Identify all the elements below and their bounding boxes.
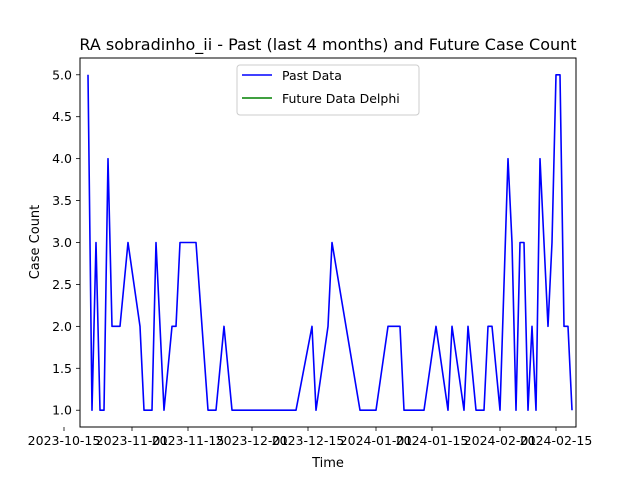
plot-lines [87, 73, 573, 412]
legend-label-past-data: Past Data [282, 68, 342, 83]
legend: Past Data Future Data Delphi [236, 64, 420, 116]
legend-label-future-data: Future Data Delphi [282, 91, 400, 106]
y-tick-label: 2.0 [52, 319, 72, 334]
y-tick-label: 3.0 [52, 235, 72, 250]
x-tick-label: 2023-12-01 [216, 433, 289, 448]
y-tick-label: 1.5 [52, 361, 72, 376]
x-tick-label: 2023-12-15 [272, 433, 345, 448]
series-line-0 [87, 73, 573, 412]
x-tick-label: 2023-11-15 [152, 433, 225, 448]
x-axis-label: Time [311, 456, 344, 471]
y-axis: 1.0 1.5 2.0 2.5 3.0 3.5 4.0 4.5 5.0 [52, 67, 80, 418]
x-tick-label: 2024-02-15 [520, 433, 593, 448]
x-tick-label: 2024-01-15 [396, 433, 469, 448]
x-tick-label: 2023-10-15 [28, 433, 101, 448]
y-tick-label: 1.0 [52, 403, 72, 418]
chart-title: RA sobradinho_ii - Past (last 4 months) … [79, 35, 576, 55]
y-tick-label: 2.5 [52, 277, 72, 292]
y-tick-label: 4.5 [52, 109, 72, 124]
x-tick-label: 2023-11-01 [96, 433, 169, 448]
y-tick-label: 3.5 [52, 193, 72, 208]
legend-box [236, 64, 420, 116]
x-axis: 2023-10-152023-11-012023-11-152023-12-01… [28, 427, 593, 448]
x-tick-label: 2024-01-01 [340, 433, 413, 448]
y-tick-label: 5.0 [52, 67, 72, 82]
y-tick-label: 4.0 [52, 151, 72, 166]
y-axis-label: Case Count [28, 205, 43, 280]
x-tick-label: 2024-02-01 [464, 433, 537, 448]
